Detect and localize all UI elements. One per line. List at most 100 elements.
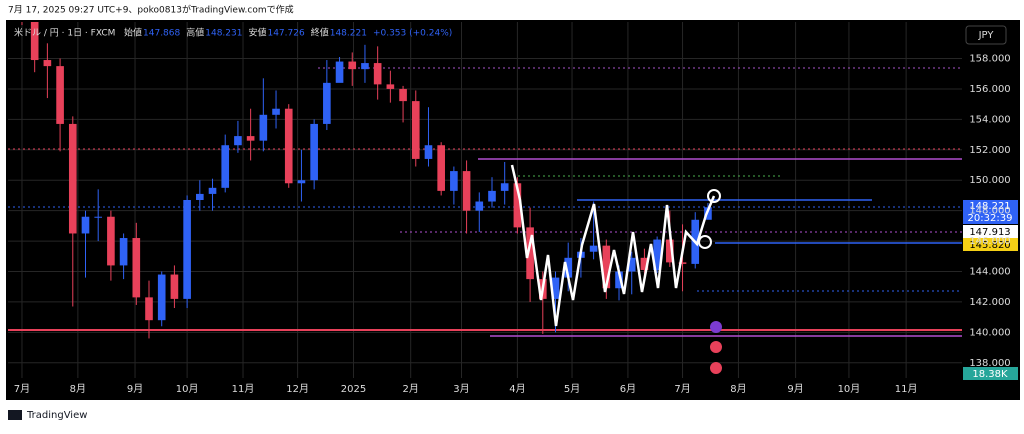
countdown: 20:32:39 xyxy=(968,213,1013,224)
ohlc-label: 高値 xyxy=(186,27,204,39)
x-tick-label: 8月 xyxy=(730,383,746,395)
y-tick-label: 158.000 xyxy=(969,54,1010,65)
candle-body xyxy=(627,257,636,272)
y-tick-label: 152.000 xyxy=(969,145,1010,156)
volume-label: 18.38K xyxy=(972,369,1008,380)
ohlc-value: 148.221 xyxy=(330,29,367,39)
candle-body xyxy=(30,22,39,61)
event-icon[interactable] xyxy=(710,341,722,353)
x-tick-label: 12月 xyxy=(286,383,309,395)
candle-body xyxy=(437,145,445,191)
currency: JPY xyxy=(978,30,995,41)
price-tags: 148.221 20:32:39 147.913 145.820 18.38K xyxy=(963,200,1018,380)
currency-button[interactable] xyxy=(965,25,1007,45)
ohlc-value: 147.868 xyxy=(143,29,180,39)
ohlc-legend: 始値 147.868 高値 148.231 安値 147.726 終値 148.221 +0.3… xyxy=(124,27,452,39)
x-tick-label: 6月 xyxy=(620,383,636,395)
y-tick-label: 140.000 xyxy=(969,327,1010,338)
candle-body xyxy=(246,136,255,141)
x-tick-label: 10月 xyxy=(838,383,861,395)
candle-body xyxy=(81,216,90,234)
symbol: 米ドル / 円 · 1日 · FXCM xyxy=(14,27,115,39)
ohlc-value: 147.726 xyxy=(267,29,304,39)
candle-body xyxy=(513,183,522,228)
candle-body xyxy=(107,216,115,266)
x-tick-label: 3月 xyxy=(453,383,469,395)
candle-body xyxy=(221,145,230,188)
marker-circle xyxy=(707,189,721,203)
candle-body xyxy=(310,123,318,181)
caption: 7月 17, 2025 09:27 UTC+9、poko0813がTrading… xyxy=(8,4,294,16)
y-tick-label: 144.000 xyxy=(969,267,1010,278)
candle-body xyxy=(119,238,128,266)
candle-body xyxy=(640,257,649,270)
candle-body xyxy=(272,108,280,115)
ohlc-label: 終値 xyxy=(311,27,329,39)
candle-body xyxy=(348,61,357,70)
candle-body xyxy=(589,245,598,252)
x-tick-label: 8月 xyxy=(70,383,86,395)
candle-body xyxy=(424,145,433,159)
candle-body xyxy=(323,82,331,124)
candle-body xyxy=(284,108,293,184)
x-tick-label: 11月 xyxy=(895,383,918,395)
candle-body xyxy=(526,227,534,280)
candle-body xyxy=(56,66,64,124)
candle-body xyxy=(132,238,141,298)
candle-body xyxy=(615,271,623,289)
price-tag xyxy=(963,200,1018,224)
ohlc-value: 148.231 xyxy=(205,29,242,39)
x-tick-label: 2025 xyxy=(341,384,366,395)
candle-body xyxy=(234,136,242,146)
zigzag-drawing xyxy=(510,164,716,327)
ohlc-label: 始値 xyxy=(124,27,142,39)
candle-body xyxy=(411,101,420,159)
candle-body xyxy=(488,190,496,202)
candle-body xyxy=(602,245,611,289)
marker-circle xyxy=(698,235,712,249)
grid xyxy=(8,22,962,378)
candle-body xyxy=(500,183,509,191)
y-tick-label: 154.000 xyxy=(969,114,1010,125)
x-tick-label: 10月 xyxy=(176,383,199,395)
price-tag xyxy=(963,238,1018,251)
candle-body xyxy=(208,187,217,194)
y-tick-label: 146.000 xyxy=(969,236,1010,247)
candle-body xyxy=(196,193,204,200)
x-tick-label: 2月 xyxy=(402,383,418,395)
y-tick-label: 156.000 xyxy=(969,84,1010,95)
candle-body xyxy=(564,257,573,278)
x-tick-label: 11月 xyxy=(232,383,255,395)
event-icon[interactable] xyxy=(710,321,722,333)
candle-body xyxy=(653,239,661,270)
x-tick-label: 9月 xyxy=(127,383,143,395)
candle-body xyxy=(386,84,395,89)
candle-body xyxy=(678,262,687,264)
ohlc-label: 安値 xyxy=(248,27,266,39)
candle-body xyxy=(335,61,344,83)
candle-body xyxy=(68,123,77,234)
logo xyxy=(8,410,22,420)
price-tag-text: 147.913 xyxy=(969,227,1010,238)
candle-body xyxy=(157,274,166,321)
drawings xyxy=(8,67,962,337)
candle-body xyxy=(43,60,52,67)
last-price: 148.221 xyxy=(969,201,1010,212)
y-tick-label: 138.000 xyxy=(969,358,1010,369)
x-tick-label: 4月 xyxy=(509,383,525,395)
candle-body xyxy=(361,63,369,70)
x-tick-label: 7月 xyxy=(14,383,30,395)
candle-body xyxy=(94,216,103,218)
volume-tag xyxy=(963,367,1018,380)
change: +0.353 (+0.24%) xyxy=(373,29,452,39)
candle-body xyxy=(183,200,191,299)
candle-body xyxy=(462,171,471,211)
candle-body xyxy=(145,297,153,321)
event-icon[interactable] xyxy=(710,362,722,374)
candle-body xyxy=(297,180,306,184)
candle-body xyxy=(259,114,268,141)
y-tick-label: 148.000 xyxy=(969,206,1010,217)
candle-body xyxy=(170,274,179,299)
